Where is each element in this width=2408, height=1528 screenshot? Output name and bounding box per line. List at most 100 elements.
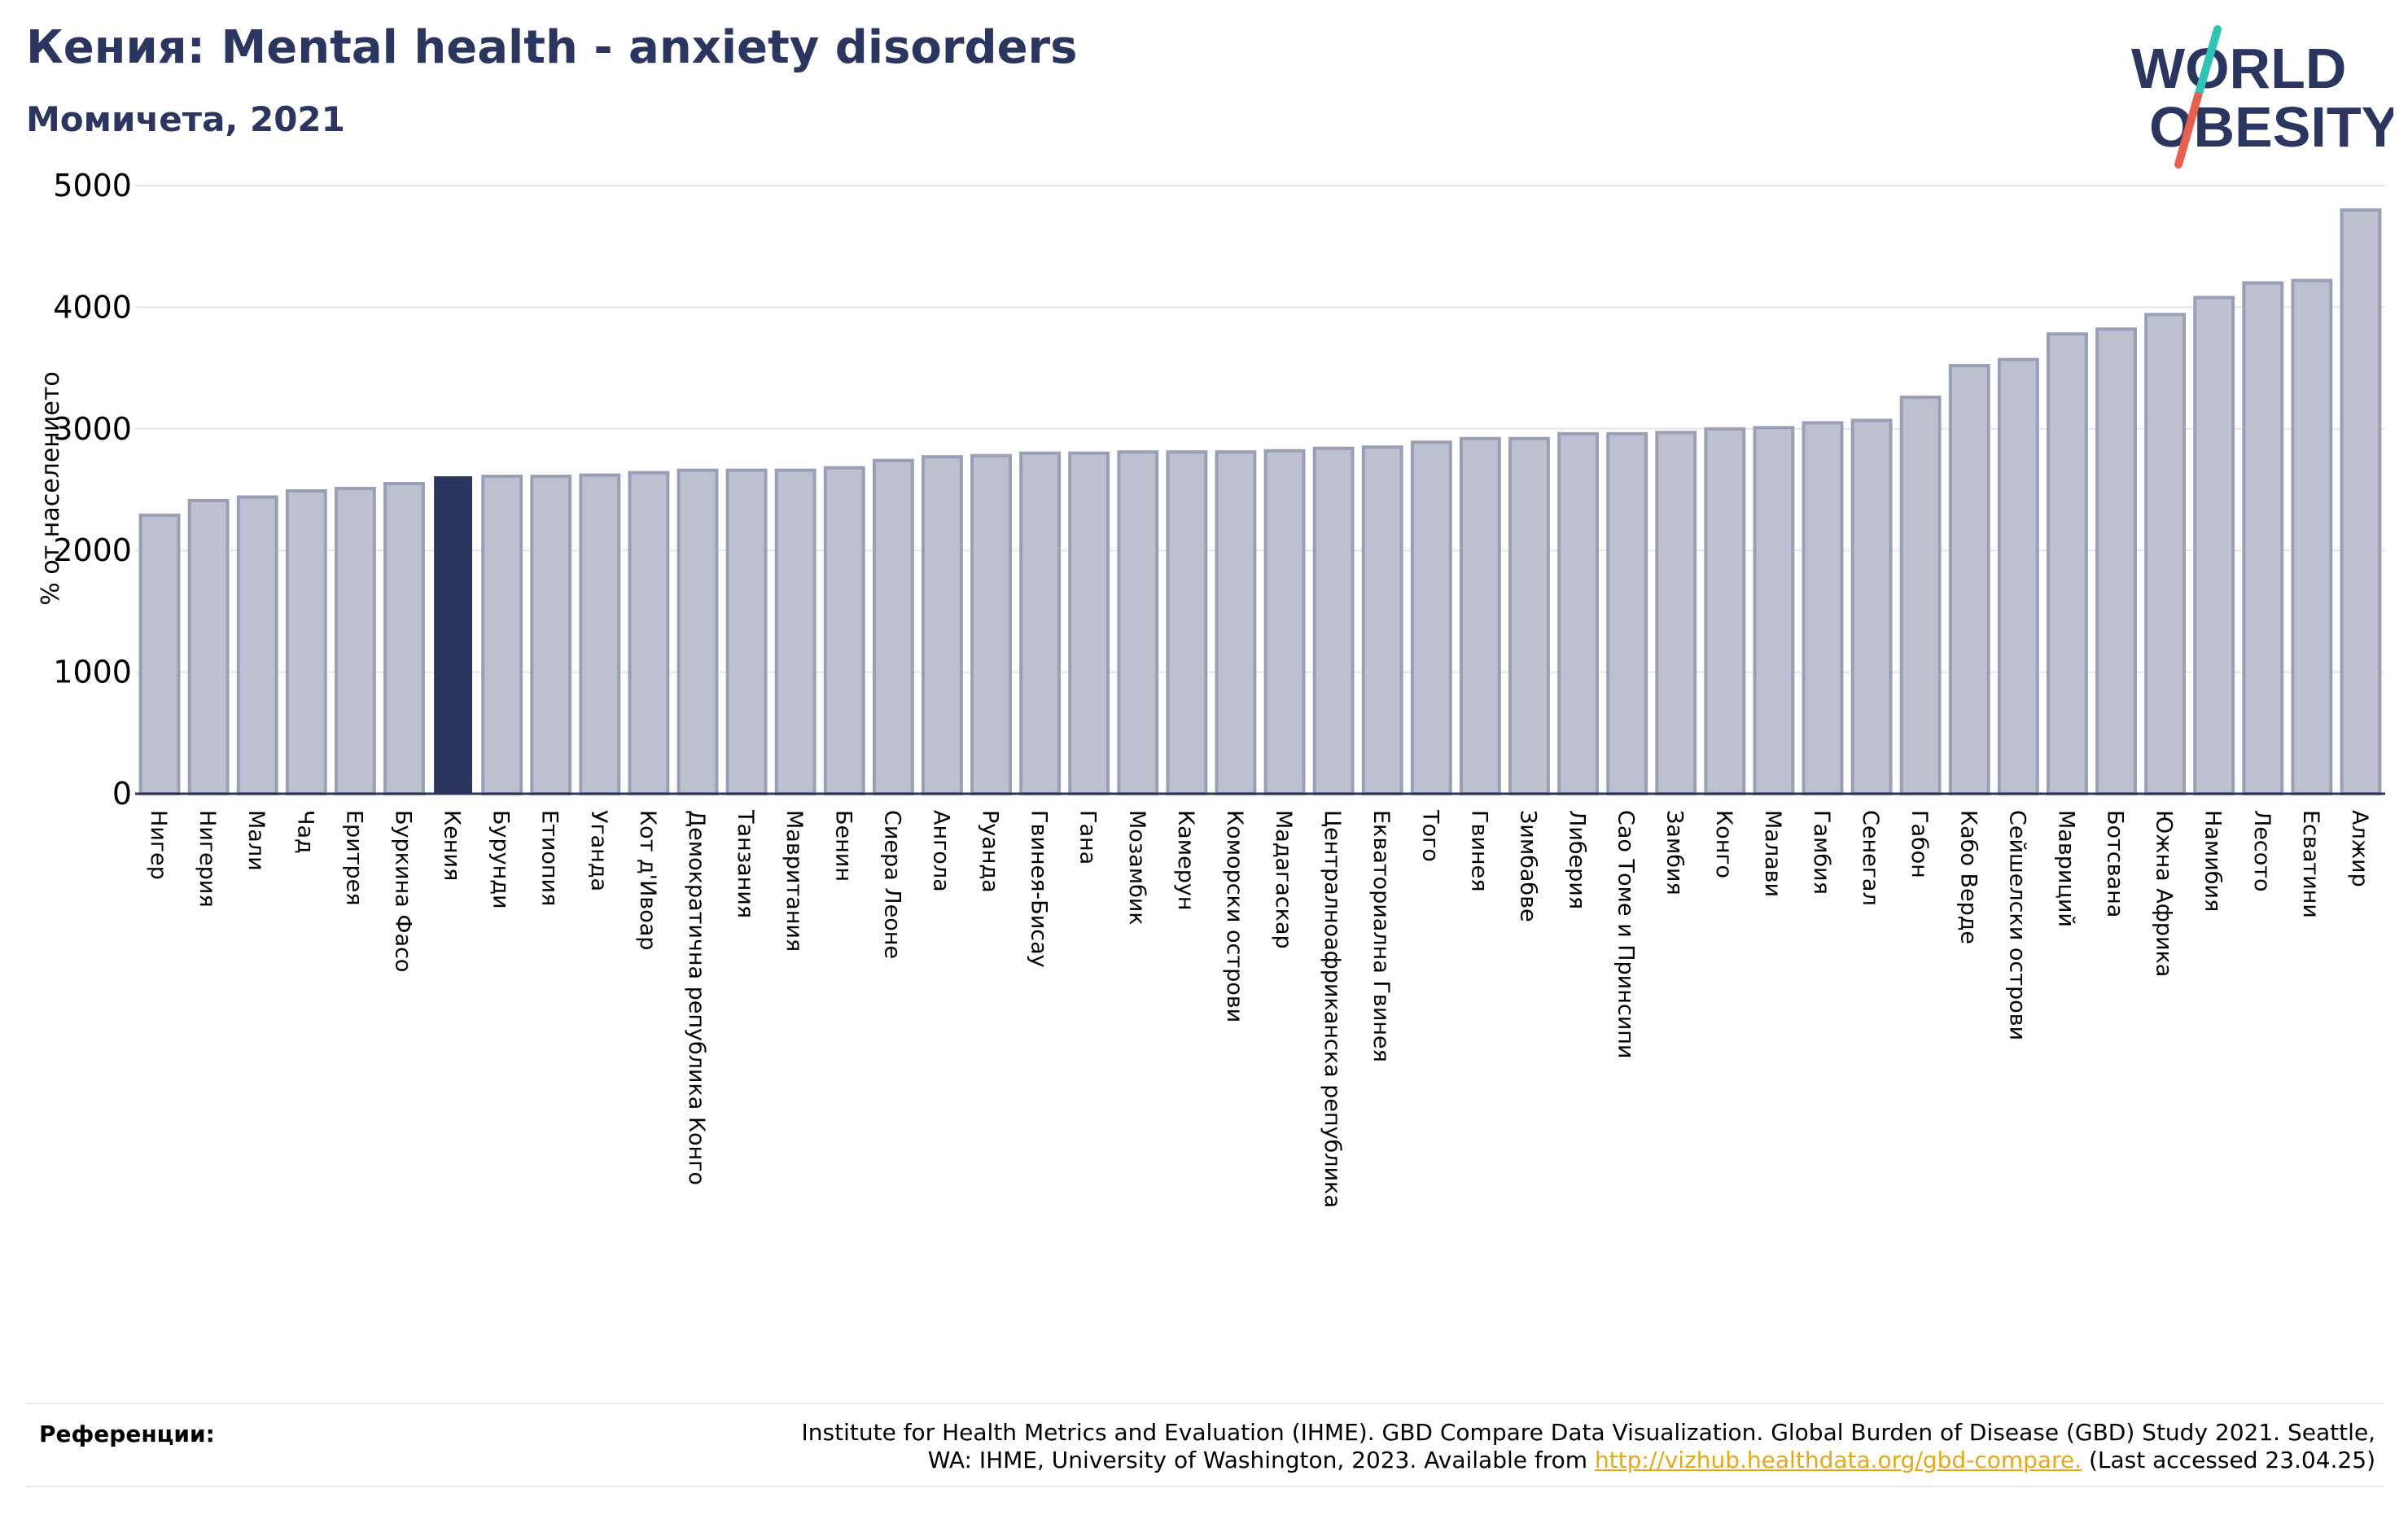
bar [774, 468, 817, 795]
world-obesity-logo: WORLD OBESITY [2131, 25, 2393, 169]
logo-line1: WORLD [2131, 37, 2346, 100]
x-tick-label: Бурунди [488, 810, 514, 909]
bar [1606, 431, 1648, 795]
bar [1068, 451, 1110, 795]
bar [1997, 357, 2039, 795]
bar [1948, 364, 1990, 795]
bar [187, 498, 230, 795]
y-axis-label: % от населението [37, 371, 65, 605]
x-tick-label: Сенегал [1858, 810, 1883, 906]
x-tick-label: Уганда [586, 810, 611, 891]
x-tick-label: Танзания [733, 809, 758, 918]
x-tick-label: Централноафриканска република [1320, 810, 1345, 1208]
x-tick-label: Камерун [1173, 810, 1198, 910]
bar [1459, 436, 1501, 795]
bar [2095, 327, 2137, 795]
references-line2-pre: WA: IHME, University of Washington, 2023… [927, 1447, 1595, 1473]
x-tick-label: Габон [1907, 810, 1932, 878]
x-tick-label: Гвинея-Бисау [1027, 810, 1052, 968]
bar [2144, 313, 2187, 795]
bar [1312, 446, 1355, 795]
x-tick-label: Кабо Верде [1955, 810, 1981, 944]
references-line1: Institute for Health Metrics and Evaluat… [801, 1419, 2375, 1446]
x-tick-label: Гамбия [1809, 810, 1834, 895]
y-tick-label: 5000 [53, 168, 132, 204]
x-tick-label: Мадагаскар [1271, 810, 1296, 949]
x-tick-label: Кот д'Ивоар [635, 810, 660, 950]
references-divider-bottom [26, 1486, 2384, 1487]
bar [1166, 450, 1208, 795]
x-tick-label: Гана [1075, 810, 1101, 865]
y-tick-label: 4000 [53, 289, 132, 325]
references-label: Референции: [39, 1421, 215, 1447]
bar [1019, 451, 1062, 795]
bar [1802, 421, 1844, 796]
y-tick-label: 3000 [53, 411, 132, 447]
chart-subtitle: Момичета, 2021 [26, 99, 345, 139]
bar [138, 513, 181, 796]
x-tick-label: Екваториална Гвинея [1368, 810, 1394, 1062]
references-text: Institute for Health Metrics and Evaluat… [625, 1419, 2375, 1474]
bar [1704, 427, 1746, 795]
bar [1410, 440, 1452, 795]
y-tick-label: 0 [112, 776, 132, 812]
x-tick-label: Ангола [928, 810, 953, 892]
x-tick-label: Демократична република Конго [684, 810, 709, 1185]
bar [2193, 296, 2235, 795]
bar [481, 475, 523, 795]
x-tick-label: Либерия [1565, 810, 1590, 909]
x-tick-label: Сао Томе и Принсипи [1613, 810, 1639, 1058]
bar [1215, 450, 1257, 795]
references-line2: WA: IHME, University of Washington, 2023… [625, 1447, 2375, 1474]
logo-slash-bottom [2174, 92, 2202, 169]
x-tick-label: Коморски острови [1222, 810, 1247, 1022]
bar [285, 488, 327, 796]
x-tick-label: Гвинея [1466, 810, 1491, 891]
bar [2291, 278, 2333, 796]
x-tick-label: Мали [243, 810, 269, 871]
y-tick-label: 2000 [53, 532, 132, 568]
x-tick-label: Лесото [2249, 810, 2274, 892]
x-tick-label: Руанда [978, 810, 1003, 893]
bar-chart: 0 1000 2000 3000 4000 5000 Нигер Нигерия Мали Ча… [37, 168, 2385, 1208]
bar [1508, 436, 1550, 795]
x-tick-label: Етиопия [537, 810, 563, 906]
references-divider-top [26, 1403, 2384, 1404]
bar [334, 487, 376, 795]
x-tick-label: Алжир [2347, 810, 2372, 887]
bar [1753, 426, 1795, 796]
x-tick-label: Мавритания [782, 810, 807, 952]
bar [383, 482, 425, 796]
x-tick-label: Чад [292, 810, 317, 854]
x-tick-label: Того [1417, 809, 1443, 862]
bars [138, 208, 2382, 796]
bar [579, 473, 621, 796]
x-tick-label: Бенин [830, 810, 856, 882]
bar [922, 455, 963, 795]
bar [236, 495, 278, 795]
x-tick-label: Буркина Фасо [390, 810, 415, 972]
references-link[interactable]: http://vizhub.healthdata.org/gbd-compare… [1594, 1447, 2082, 1473]
references-line2-post: (Last accessed 23.04.25) [2082, 1447, 2375, 1473]
bar [2340, 208, 2382, 795]
x-tick-label: Зимбабве [1515, 810, 1540, 922]
x-tick-label: Конго [1711, 810, 1736, 878]
x-tick-label: Мавриций [2053, 810, 2078, 927]
chart-title: Кения: Mental health - anxiety disorders [26, 21, 1078, 74]
x-tick-label: Сейшелски острови [2004, 810, 2029, 1040]
x-tick-label: Кения [440, 810, 465, 881]
y-tick-label: 1000 [53, 655, 132, 690]
bar [1263, 449, 1306, 796]
bar [1557, 431, 1599, 795]
x-tick-label: Есватини [2298, 810, 2323, 918]
bar [725, 468, 768, 795]
x-tick-label: Сиера Леоне [879, 810, 904, 959]
bar [1655, 431, 1697, 795]
bar [434, 476, 472, 794]
logo-slash-top [2194, 25, 2222, 100]
bar [2047, 332, 2088, 795]
bar [970, 453, 1012, 796]
bar [1361, 445, 1403, 796]
x-tick-label: Ботсвана [2103, 810, 2128, 917]
bar [530, 475, 572, 795]
